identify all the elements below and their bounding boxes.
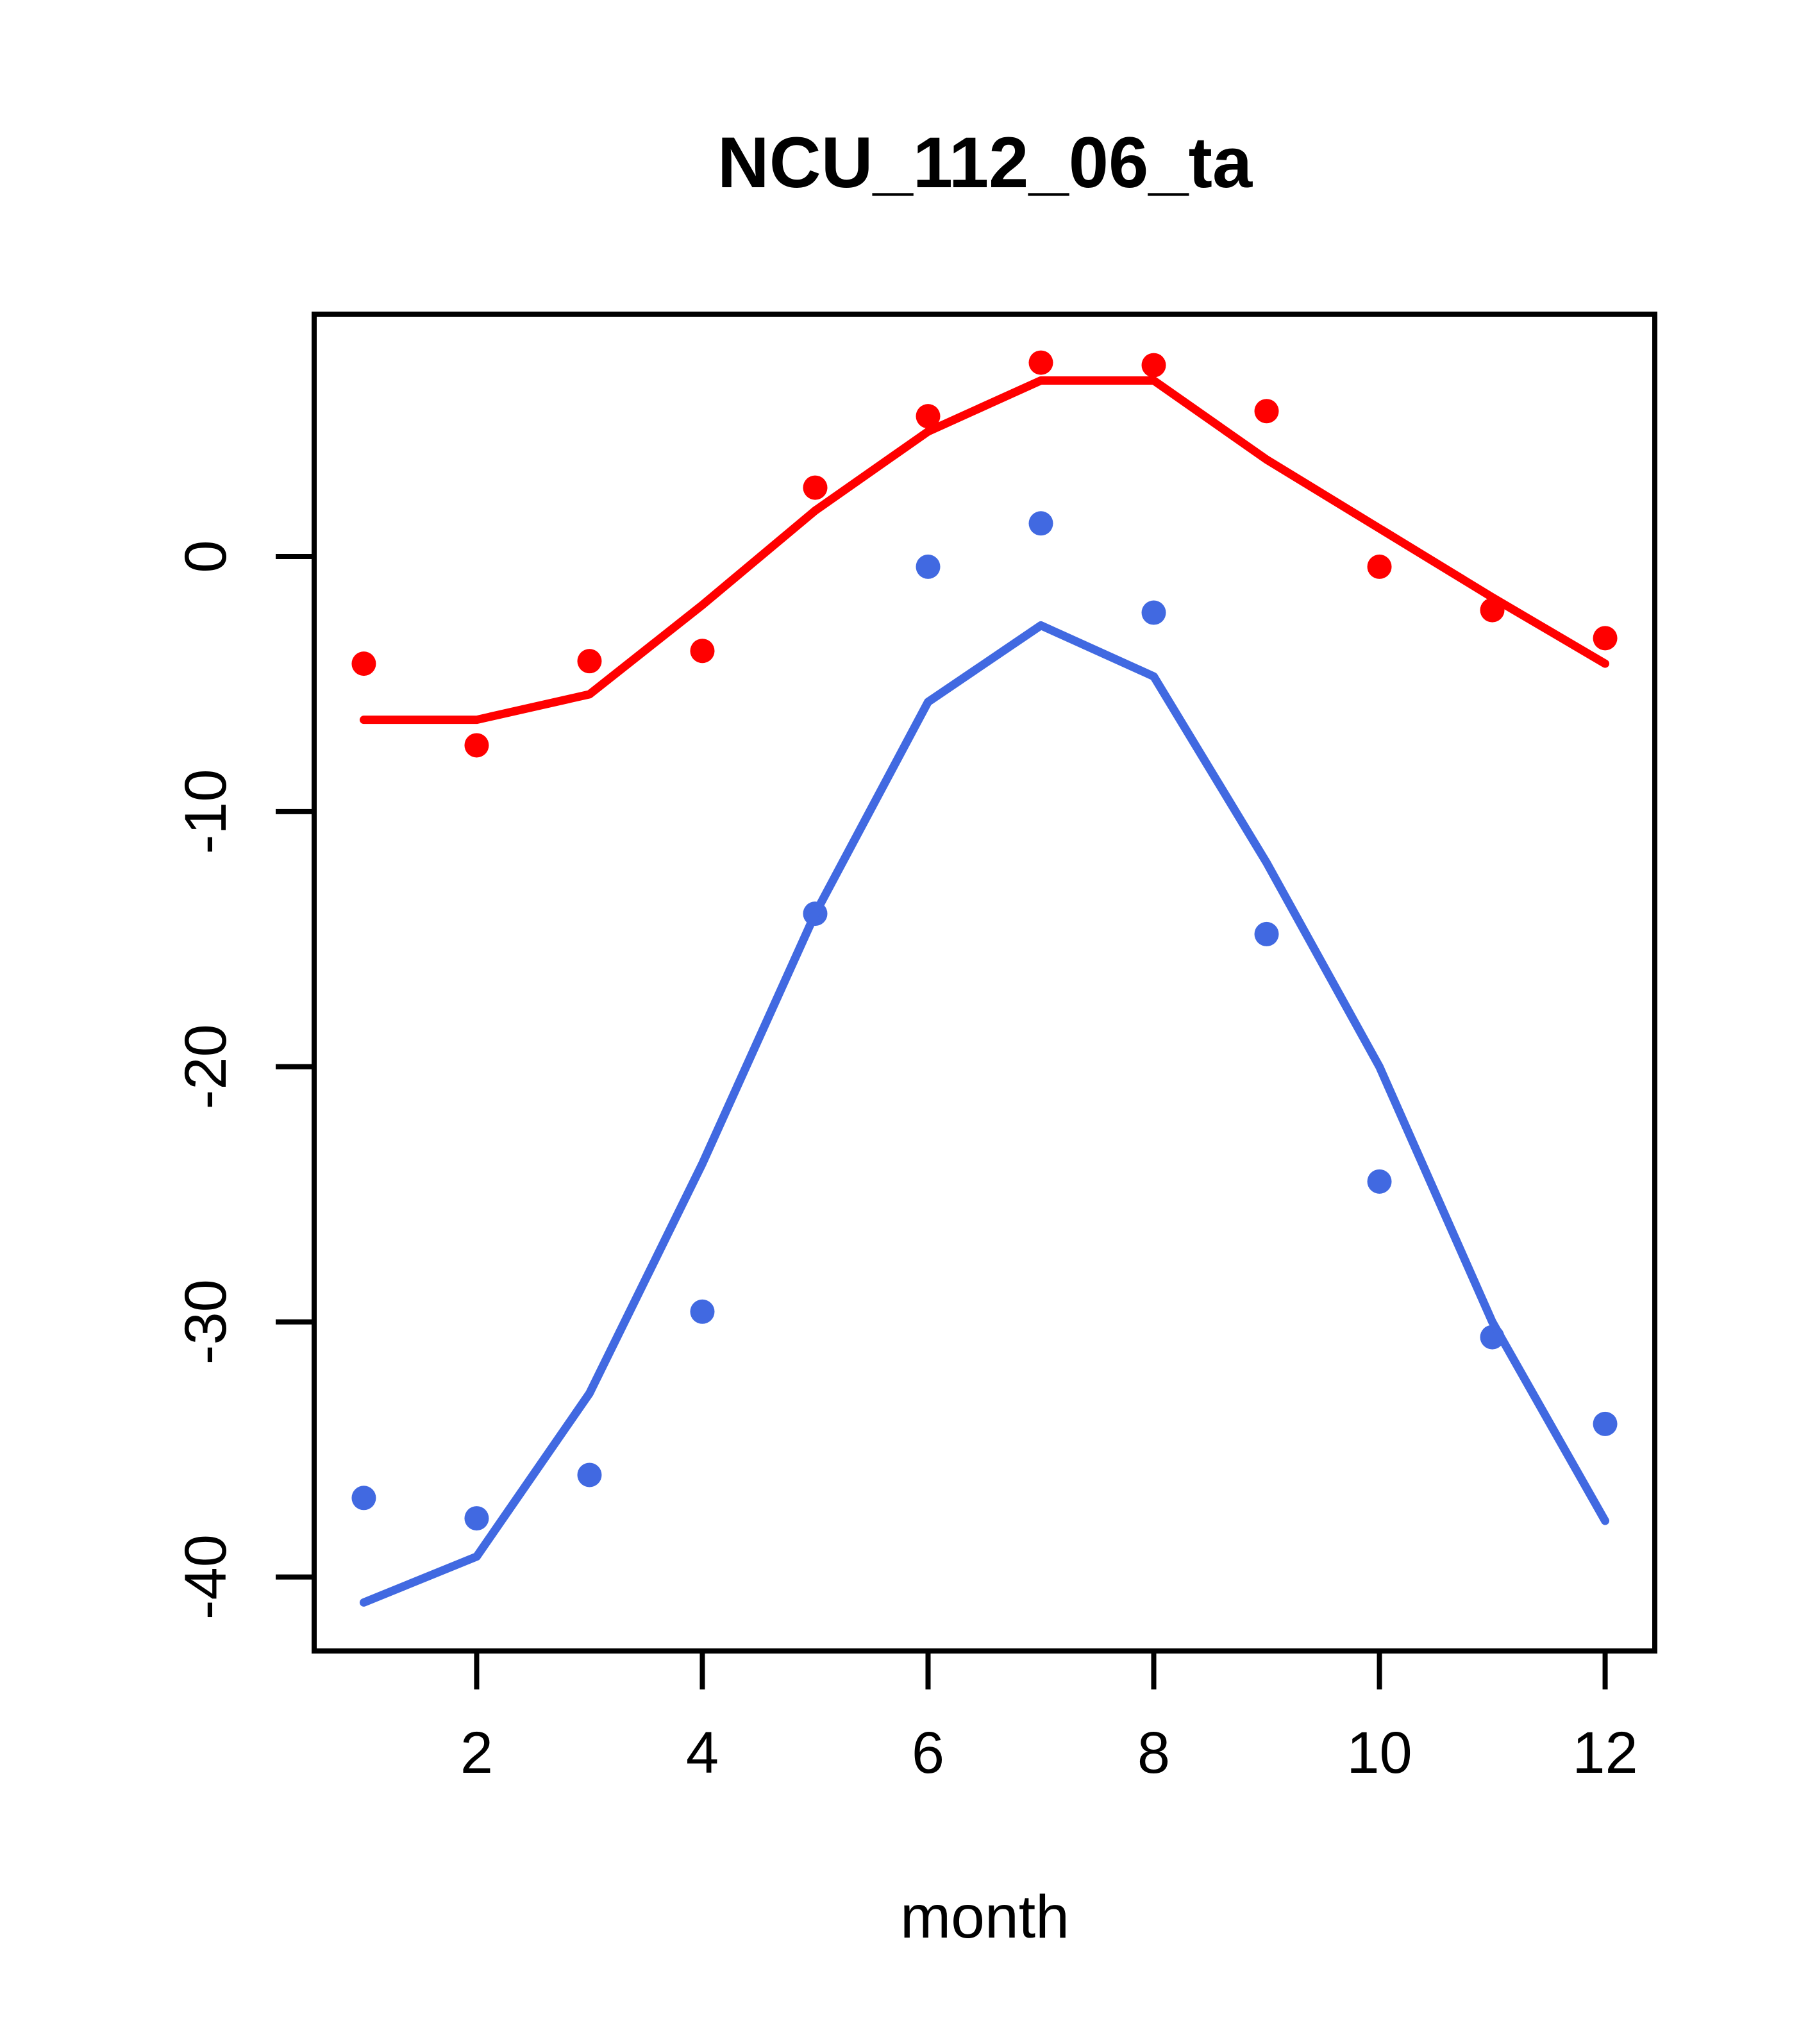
red-point (351, 651, 376, 676)
blue-point (464, 1506, 489, 1531)
chart-title: NCU_112_06_ta (717, 122, 1253, 203)
x-axis-label: month (900, 1883, 1069, 1951)
red-point (1141, 353, 1166, 378)
y-tick-label: -20 (173, 1024, 239, 1109)
red-point (464, 733, 489, 758)
x-tick-label: 8 (1137, 1720, 1170, 1786)
red-point (1028, 350, 1053, 375)
blue-point (916, 554, 941, 579)
blue-point (351, 1486, 376, 1511)
red-point (1254, 399, 1279, 424)
red-point (577, 649, 602, 674)
blue-point (1367, 1169, 1392, 1194)
x-tick-label: 4 (686, 1720, 719, 1786)
blue-point (1028, 511, 1053, 536)
plot-box-border (312, 312, 1657, 1654)
x-axis: 2 4 6 8 10 12 (460, 1651, 1638, 1786)
blue-line-series (359, 621, 1610, 1607)
red-line-series (359, 376, 1610, 725)
red-point (803, 475, 828, 500)
plot-box (312, 312, 1657, 1654)
y-axis: 0 -10 -20 -30 -40 (173, 540, 314, 1620)
x-tick-label: 6 (912, 1720, 944, 1786)
data-series (351, 350, 1618, 1607)
blue-point (1141, 600, 1166, 625)
red-point (916, 404, 941, 429)
y-tick-label: 0 (173, 540, 239, 573)
x-tick-label: 10 (1346, 1720, 1412, 1786)
y-tick-label: -30 (173, 1279, 239, 1364)
red-point (1593, 626, 1618, 651)
red-point (690, 639, 715, 664)
y-tick-label: -40 (173, 1534, 239, 1620)
blue-point (1254, 921, 1279, 946)
y-tick-label: -10 (173, 769, 239, 854)
blue-point (577, 1462, 602, 1487)
blue-point (1593, 1411, 1618, 1436)
x-tick-label: 2 (460, 1720, 493, 1786)
blue-point (690, 1299, 715, 1324)
x-tick-label: 12 (1572, 1720, 1637, 1786)
red-point (1367, 554, 1392, 579)
